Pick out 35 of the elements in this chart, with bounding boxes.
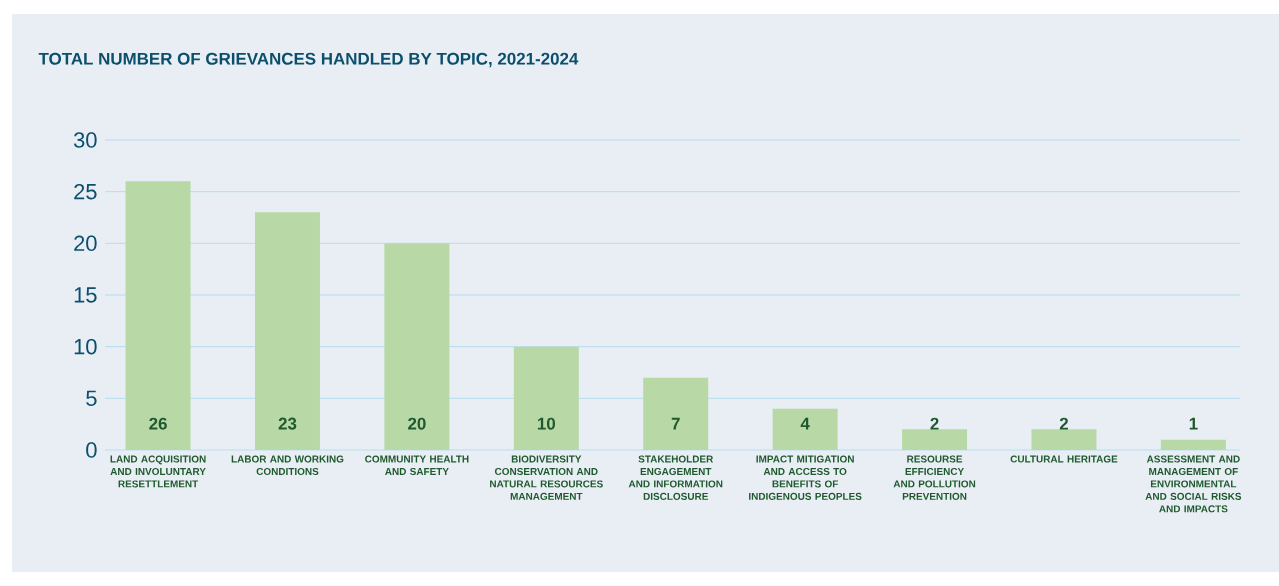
data-label: 2 [930, 417, 939, 430]
data-label: 26 [149, 417, 167, 430]
bar [902, 429, 968, 450]
bar [772, 408, 838, 450]
x-tick-label: ASSESSMENT AND MANAGEMENT OF ENVIRONMENTAL AND SOCIAL RISKS AND IMPACTS [1145, 455, 1242, 513]
data-label: 10 [537, 417, 556, 430]
x-tick-label: STAKEHOLDER ENGAGEMENT AND INFORMATION DISCLOSURE [628, 455, 723, 500]
y-tick-label: 30 [73, 132, 97, 148]
bar [125, 181, 191, 450]
bar [1031, 429, 1097, 450]
x-tick-label: IMPACT MITIGATION AND ACCESS TO BENEFITS OF INDIGENOUS PEOPLES [749, 455, 862, 500]
bar [513, 346, 579, 450]
x-tick-label: COMMUNITY HEALTH AND SAFETY [365, 455, 469, 476]
data-label: 4 [800, 417, 810, 430]
y-tick-label: 15 [74, 287, 97, 303]
x-tick-label: RESOURSE EFFICIENCY AND POLLUTION PREVENTION [893, 455, 976, 500]
chart-title: TOTAL NUMBER OF GRIEVANCES HANDLED BY TOPIC, 2021-2024 [38, 52, 579, 68]
bar [1160, 439, 1226, 450]
x-tick-label: LABOR AND WORKING CONDITIONS [231, 455, 344, 476]
y-tick-label: 0 [86, 442, 97, 458]
bar [254, 212, 320, 450]
y-tick-label: 10 [74, 338, 97, 355]
data-label: 7 [671, 417, 680, 430]
data-label: 23 [278, 417, 297, 430]
x-tick-label: CULTURAL HERITAGE [1010, 455, 1118, 463]
data-label: 2 [1059, 417, 1068, 430]
y-tick-label: 20 [74, 235, 97, 252]
y-tick-label: 25 [74, 183, 97, 200]
x-tick-label: LAND ACQUISITION AND INVOLUNTARY RESETTLEMENT [110, 455, 206, 488]
bar [643, 377, 709, 450]
data-label: 20 [408, 417, 426, 430]
x-tick-label: BIODIVERSITY CONSERVATION AND NATURAL RESOURCES MANAGEMENT [490, 455, 603, 500]
data-label: 1 [1189, 417, 1198, 430]
y-tick-label: 5 [86, 390, 97, 406]
bar [384, 243, 450, 450]
